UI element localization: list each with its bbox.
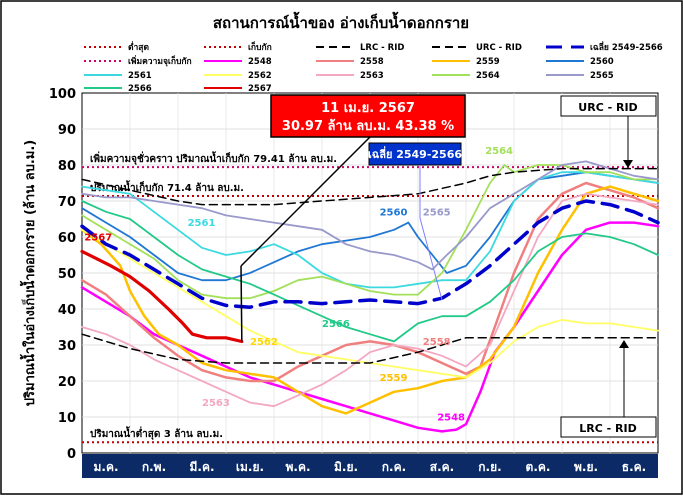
series-label: 2558 bbox=[423, 337, 451, 348]
legend-label: เก็บกัก bbox=[248, 40, 272, 53]
legend-label: 2563 bbox=[360, 71, 384, 81]
y-tick-label: 60 bbox=[58, 231, 76, 246]
series-label: 2565 bbox=[423, 207, 451, 218]
x-axis: ม.ค. ก.พ. มี.ค. เม.ย. พ.ค. มิ.ย. ก.ค. ส.ค. ก.ย. ต… bbox=[82, 454, 658, 478]
x-tick-label: มี.ค. bbox=[189, 460, 214, 474]
urc-arrow bbox=[623, 160, 633, 168]
reference-lines: ปริมาณน้ำต่ำสุด 3 ล้าน ลบ.ม. ปริมาณน้ำเก็… bbox=[82, 151, 658, 444]
urc-label: URC - RID bbox=[578, 101, 637, 114]
legend-label: URC - RID bbox=[476, 43, 522, 53]
x-tick-label: ก.พ. bbox=[142, 460, 166, 474]
series-line bbox=[81, 171, 659, 289]
x-axis-band bbox=[82, 454, 658, 478]
reference-line-label: ปริมาณน้ำต่ำสุด 3 ล้าน ลบ.ม. bbox=[90, 426, 223, 440]
y-axis: 0 10 20 30 40 50 60 70 80 90 100 bbox=[49, 87, 76, 462]
x-tick-label: พ.ค. bbox=[285, 460, 310, 474]
series-line bbox=[81, 171, 659, 282]
lrc-label: LRC - RID bbox=[579, 422, 636, 435]
callout-leader bbox=[240, 135, 372, 267]
x-tick-label: เม.ย. bbox=[236, 460, 264, 474]
legend-label: 2560 bbox=[590, 57, 614, 67]
series-line bbox=[81, 167, 659, 206]
callout-leader bbox=[240, 265, 243, 342]
series-label: 2564 bbox=[485, 146, 513, 157]
legend-label: เฉลี่ย 2549-2566 bbox=[590, 40, 663, 53]
legend-label: 2564 bbox=[476, 71, 500, 81]
series-line bbox=[80, 249, 244, 344]
series-line bbox=[81, 160, 659, 271]
y-tick-label: 40 bbox=[58, 303, 76, 318]
x-tick-label: มิ.ย. bbox=[334, 460, 358, 474]
y-axis-label: ปริมาณน้ำในอ่างเก็บน้ำดอกกราย (ล้าน ลบ.ม… bbox=[19, 140, 38, 406]
x-tick-label: ต.ค. bbox=[526, 460, 551, 474]
series-label: 2562 bbox=[250, 337, 278, 348]
y-tick-label: 70 bbox=[58, 195, 76, 210]
lrc-label-box bbox=[560, 416, 657, 438]
series-line bbox=[81, 164, 659, 300]
average-leader bbox=[419, 217, 443, 301]
callout-value: 30.97 ล้าน ลบ.ม. 43.38 % bbox=[282, 118, 454, 134]
legend-label: 2565 bbox=[590, 71, 614, 81]
lrc-arrow bbox=[619, 340, 629, 348]
callout-date: 11 เม.ย. 2567 bbox=[321, 101, 415, 116]
x-tick-label: พ.ย. bbox=[574, 460, 598, 474]
legend-label: 2561 bbox=[128, 71, 152, 81]
series-label: 2560 bbox=[380, 207, 408, 218]
x-tick-label: ก.ย. bbox=[478, 460, 501, 474]
y-tick-label: 90 bbox=[58, 123, 76, 138]
series-line bbox=[80, 181, 660, 383]
urc-label-box bbox=[560, 95, 657, 117]
y-tick-label: 20 bbox=[58, 375, 76, 390]
average-label-box bbox=[368, 142, 462, 166]
legend-label: 2559 bbox=[476, 57, 500, 67]
y-tick-label: 0 bbox=[67, 447, 76, 462]
y-tick-label: 80 bbox=[58, 159, 76, 174]
legend-label: ต่ำสุด bbox=[128, 40, 149, 53]
y-tick-label: 50 bbox=[58, 267, 76, 282]
series-line bbox=[81, 192, 659, 408]
legend-label: 2567 bbox=[248, 84, 272, 94]
reference-line-label: เพิ่มความจุชั่วคราว ปริมาณน้ำเก็บกัก 79.… bbox=[90, 151, 337, 165]
y-tick-label: 30 bbox=[58, 339, 76, 354]
x-tick-label: ก.ค. bbox=[382, 460, 406, 474]
legend-label: 2558 bbox=[360, 57, 384, 67]
y-tick-label: 100 bbox=[49, 87, 76, 102]
series-line bbox=[80, 221, 660, 433]
reference-line-label: ปริมาณน้ำเก็บกัก 71.4 ล้าน ลบ.ม. bbox=[90, 180, 244, 194]
series-label: 2559 bbox=[380, 373, 408, 384]
series-line bbox=[80, 199, 660, 309]
series-line bbox=[81, 333, 659, 364]
average-label: เฉลี่ย 2549-2566 bbox=[368, 146, 462, 161]
annotations: 2567 2561 2560 2565 2564 2566 2562 2558 2559 2563… bbox=[84, 94, 657, 438]
chart-title: สถานการณ์น้ำของ อ่างเก็บน้ำดอกกราย bbox=[213, 11, 469, 32]
series-line bbox=[80, 185, 660, 415]
legend-label: 2548 bbox=[248, 57, 272, 67]
series-label: 2563 bbox=[202, 398, 230, 409]
legend-box bbox=[82, 40, 658, 92]
callout-box bbox=[270, 94, 466, 138]
x-tick-label: ธ.ค. bbox=[622, 460, 646, 474]
x-tick-label: ม.ค. bbox=[93, 460, 118, 474]
legend-label: 2566 bbox=[128, 84, 152, 94]
legend-label: LRC - RID bbox=[360, 43, 404, 53]
y-tick-label: 10 bbox=[58, 411, 76, 426]
series-line bbox=[81, 200, 659, 343]
series-label: 2566 bbox=[322, 319, 350, 330]
series-label: 2548 bbox=[437, 413, 465, 424]
legend: ต่ำสุด เก็บกัก LRC - RID URC - RID เฉลี่ย 25… bbox=[82, 40, 663, 94]
x-tick-label: ส.ค. bbox=[430, 460, 454, 474]
legend-label: เพิ่มความจุเก็บกัก bbox=[128, 54, 192, 67]
series-lines bbox=[80, 160, 660, 433]
series-label: 2567 bbox=[84, 233, 112, 244]
series-label: 2561 bbox=[188, 218, 216, 229]
legend-label: 2562 bbox=[248, 71, 272, 81]
